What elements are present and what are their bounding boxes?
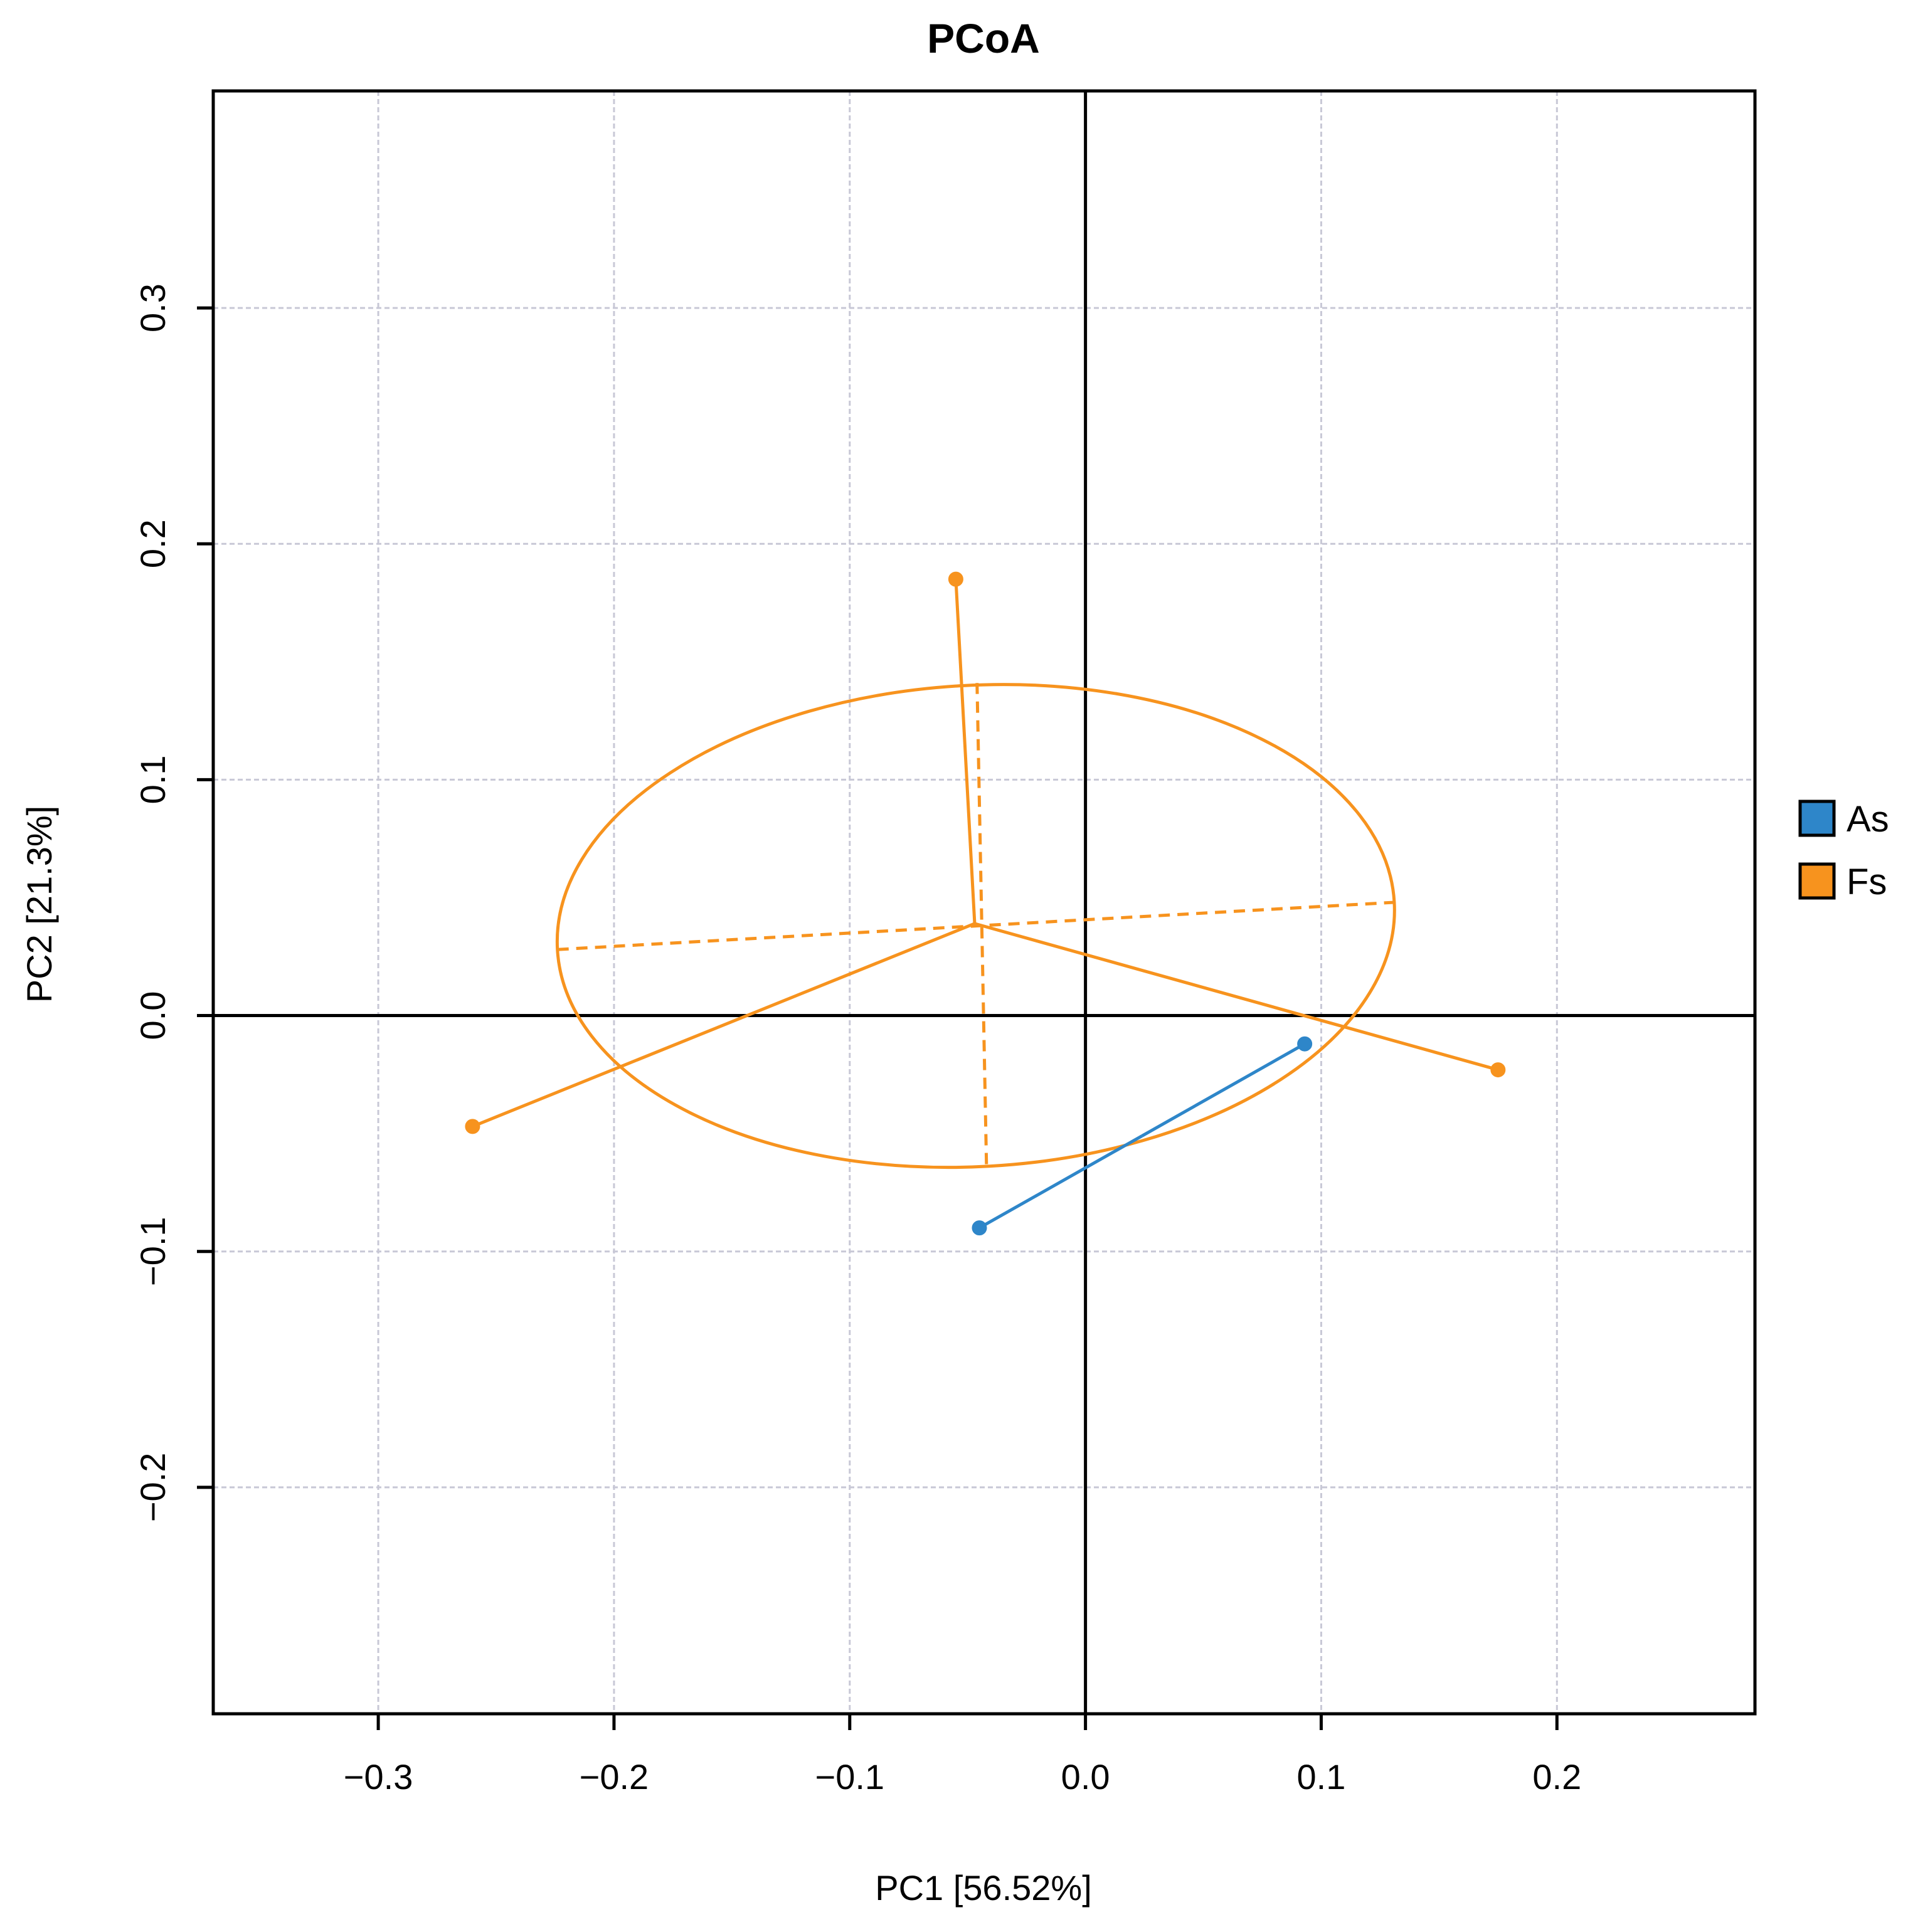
ellipse-minor-axis-fs — [975, 683, 988, 1164]
x-tick-label: 0.0 — [1061, 1757, 1110, 1797]
point-fs — [465, 1119, 480, 1134]
y-tick-label: 0.3 — [133, 283, 172, 332]
ellipse-major-axis-fs — [557, 900, 1395, 951]
y-axis-ticks: −0.2 −0.1 0.0 0.1 0.2 0.3 — [133, 283, 213, 1522]
x-tick-label: −0.2 — [580, 1757, 649, 1797]
y-tick-label: 0.0 — [133, 991, 172, 1040]
x-tick-label: 0.1 — [1297, 1757, 1346, 1797]
x-tick-label: 0.2 — [1532, 1757, 1581, 1797]
spider-line-as — [1141, 1042, 1306, 1138]
legend-label-fs: Fs — [1847, 862, 1887, 902]
legend-swatch-fs — [1798, 862, 1836, 900]
y-tick-label: −0.1 — [133, 1217, 172, 1286]
point-fs — [948, 571, 963, 587]
point-as — [1297, 1036, 1313, 1052]
y-tick-label: 0.1 — [133, 755, 172, 804]
x-axis-ticks: −0.3 −0.2 −0.1 0.0 0.1 0.2 — [344, 1714, 1581, 1797]
spider-lines — [472, 579, 1499, 1230]
confidence-ellipses — [555, 683, 1396, 1169]
sample-points — [465, 571, 1506, 1236]
spider-line-as — [978, 1134, 1143, 1230]
y-axis-label: PC2 [21.3%] — [19, 806, 59, 1003]
spider-line-fs — [954, 579, 977, 924]
legend-label-as: As — [1847, 799, 1889, 840]
x-tick-label: −0.1 — [815, 1757, 884, 1797]
x-axis-label: PC1 [56.52%] — [875, 1868, 1092, 1908]
zero-lines — [213, 91, 1755, 1714]
spider-line-fs — [472, 922, 975, 1128]
legend-swatch-as — [1798, 800, 1836, 837]
point-fs — [1490, 1062, 1506, 1078]
y-tick-label: −0.2 — [133, 1453, 172, 1523]
plot-frame — [211, 89, 1757, 1716]
legend: As Fs — [1798, 799, 1889, 902]
point-as — [972, 1220, 987, 1236]
grid-lines — [213, 91, 1755, 1714]
x-tick-label: −0.3 — [344, 1757, 413, 1797]
spider-line-fs — [974, 922, 1499, 1072]
chart-title: PCoA — [927, 15, 1040, 61]
y-tick-label: 0.2 — [133, 519, 172, 568]
